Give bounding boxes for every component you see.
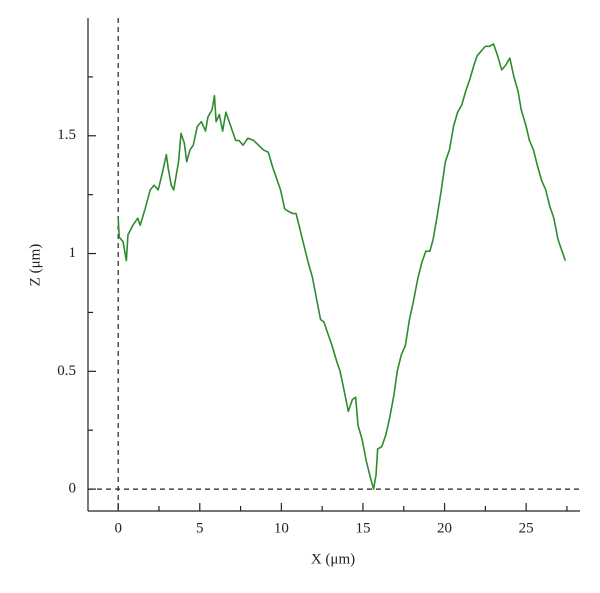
profile-line <box>117 43 567 490</box>
x-tick-label: 5 <box>196 520 204 536</box>
y-axis-label: Z (μm) <box>27 244 43 287</box>
y-tick-label: 1.5 <box>57 127 76 143</box>
x-tick-label: 15 <box>355 520 370 536</box>
x-tick-label: 25 <box>519 520 534 536</box>
x-tick-label: 10 <box>274 520 289 536</box>
x-axis-label: X (μm) <box>311 551 355 567</box>
x-tick-label: 0 <box>114 520 122 536</box>
y-tick-label: 0 <box>69 481 77 497</box>
y-tick-label: 1 <box>69 245 77 261</box>
x-tick-label: 20 <box>437 520 452 536</box>
y-tick-label: 0.5 <box>57 363 76 379</box>
